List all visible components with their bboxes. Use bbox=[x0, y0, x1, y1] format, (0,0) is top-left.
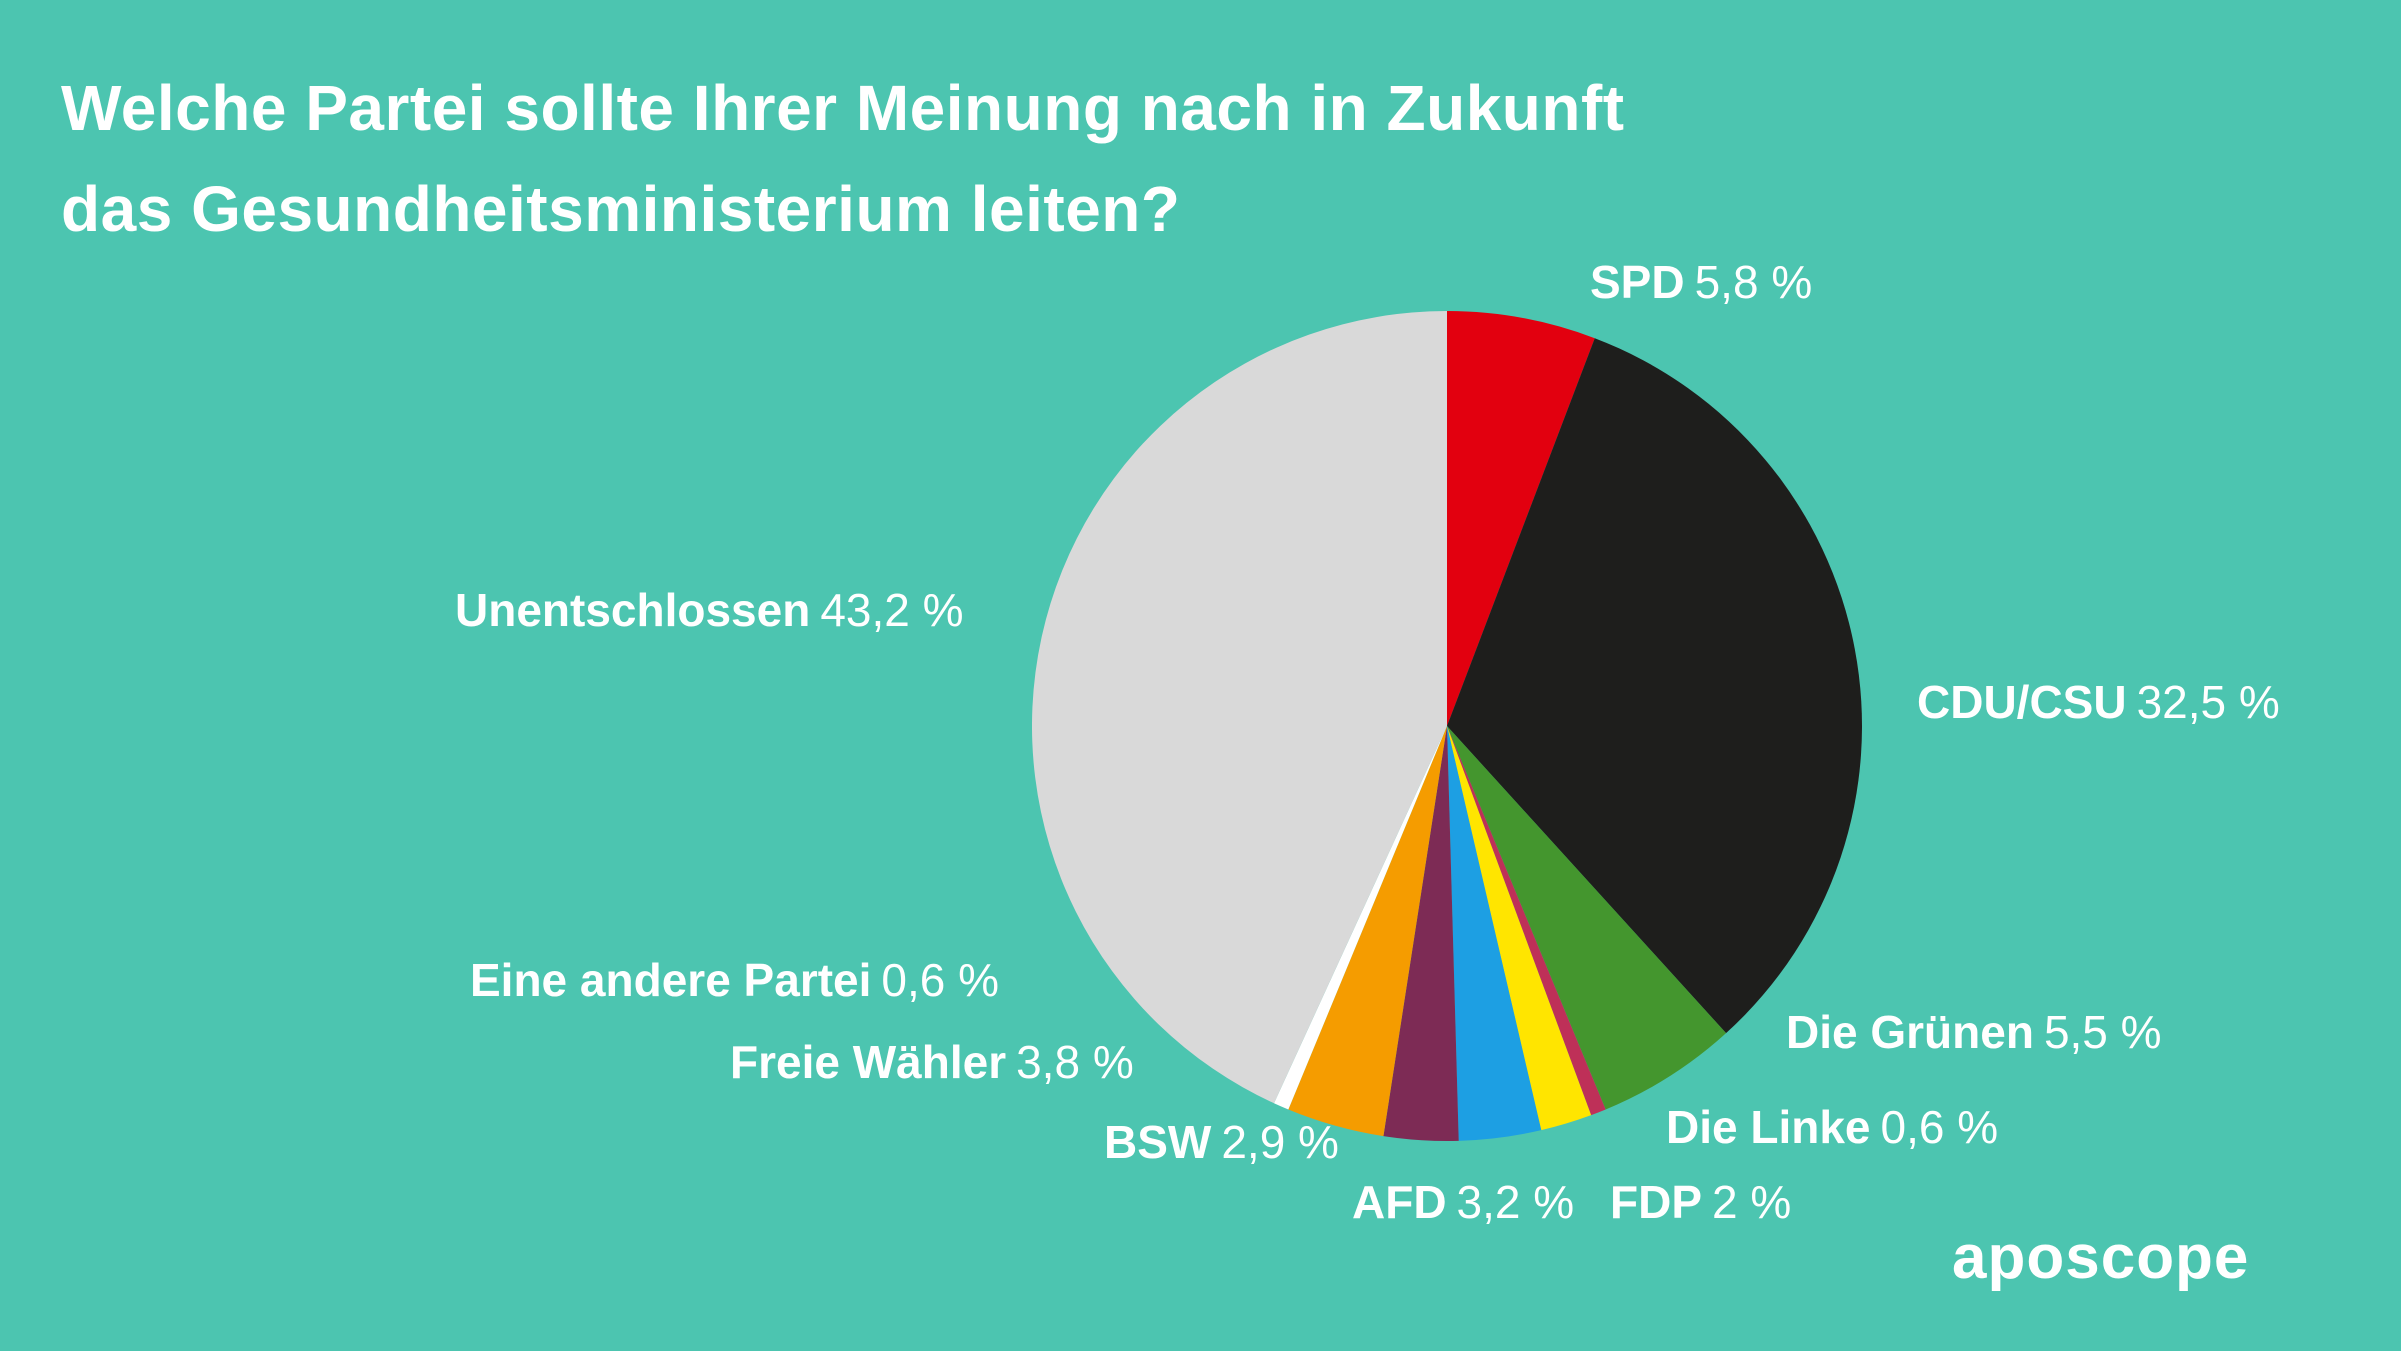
pie-label-afd: AFD 3,2 % bbox=[1352, 1175, 1574, 1229]
pie-label-cdu-csu: CDU/CSU 32,5 % bbox=[1917, 675, 2280, 729]
slice-value-die-linke: 0,6 % bbox=[1880, 1101, 1999, 1153]
pie-slice-freie-waehler bbox=[1288, 726, 1447, 1137]
pie-slice-afd bbox=[1447, 726, 1542, 1141]
slice-value-freie-waehler: 3,8 % bbox=[1016, 1036, 1134, 1088]
slice-value-andere: 0,6 % bbox=[881, 954, 1000, 1006]
pie-slice-cdu-csu bbox=[1447, 338, 1862, 1034]
pie-label-fdp: FDP 2 % bbox=[1610, 1175, 1791, 1229]
slice-name-cdu-csu: CDU/CSU bbox=[1917, 676, 2127, 728]
pie-slice-die-gruenen bbox=[1447, 726, 1727, 1110]
slice-value-fdp: 2 % bbox=[1712, 1176, 1792, 1228]
slice-name-afd: AFD bbox=[1352, 1176, 1447, 1228]
chart-title-line2: das Gesundheitsministerium leiten? bbox=[61, 173, 1181, 246]
pie-label-die-gruenen: Die Grünen 5,5 % bbox=[1786, 1005, 2162, 1059]
pie-chart-svg bbox=[1032, 311, 1862, 1141]
slice-value-bsw: 2,9 % bbox=[1221, 1116, 1339, 1168]
slice-name-die-gruenen: Die Grünen bbox=[1786, 1006, 2034, 1058]
pie-slice-spd bbox=[1447, 311, 1595, 726]
slice-name-spd: SPD bbox=[1590, 256, 1685, 308]
chart-title: Welche Partei sollte Ihrer Meinung nach … bbox=[61, 58, 1625, 260]
slice-value-cdu-csu: 32,5 % bbox=[2136, 676, 2280, 728]
chart-title-line1: Welche Partei sollte Ihrer Meinung nach … bbox=[61, 72, 1625, 144]
pie-slice-unentschlossen bbox=[1032, 311, 1447, 1104]
pie-slice-andere bbox=[1274, 726, 1447, 1110]
slice-name-freie-waehler: Freie Wähler bbox=[730, 1036, 1007, 1088]
pie-label-andere: Eine andere Partei 0,6 % bbox=[470, 953, 999, 1007]
pie-label-bsw: BSW 2,9 % bbox=[1104, 1115, 1339, 1169]
slice-name-fdp: FDP bbox=[1610, 1176, 1702, 1228]
pie-slice-bsw bbox=[1383, 726, 1459, 1141]
pie-label-unentschlossen: Unentschlossen 43,2 % bbox=[455, 583, 964, 637]
slice-name-andere: Eine andere Partei bbox=[470, 954, 872, 1006]
aposcope-logo: aposcope bbox=[1952, 1223, 2250, 1292]
pie-slice-die-linke bbox=[1447, 726, 1606, 1116]
slice-name-unentschlossen: Unentschlossen bbox=[455, 584, 811, 636]
pie-label-spd: SPD 5,8 % bbox=[1590, 255, 1812, 309]
pie-chart bbox=[1032, 311, 1862, 1141]
slice-value-unentschlossen: 43,2 % bbox=[820, 584, 964, 636]
slice-name-die-linke: Die Linke bbox=[1666, 1101, 1871, 1153]
pie-label-die-linke: Die Linke 0,6 % bbox=[1666, 1100, 1998, 1154]
slice-value-die-gruenen: 5,5 % bbox=[2043, 1006, 2162, 1058]
slice-value-afd: 3,2 % bbox=[1456, 1176, 1575, 1228]
slice-value-spd: 5,8 % bbox=[1694, 256, 1813, 308]
pie-slice-fdp bbox=[1447, 726, 1592, 1131]
slice-name-bsw: BSW bbox=[1104, 1116, 1212, 1168]
pie-label-freie-waehler: Freie Wähler 3,8 % bbox=[730, 1035, 1134, 1089]
